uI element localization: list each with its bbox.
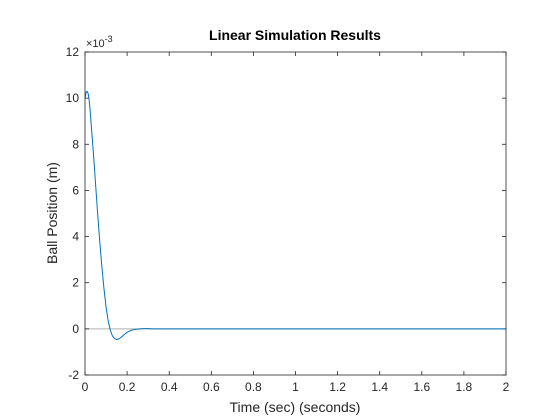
- x-tick-label: 1.2: [329, 380, 346, 394]
- x-tick-label: 0.8: [245, 380, 262, 394]
- y-tick-label: 2: [72, 276, 79, 290]
- x-tick-label: 1.8: [456, 380, 473, 394]
- y-tick-label: 4: [72, 230, 79, 244]
- x-tick-label: 0.4: [161, 380, 178, 394]
- x-axis-label: Time (sec) (seconds): [230, 399, 361, 415]
- y-exponent-power: -3: [105, 34, 113, 44]
- y-tick-label: 0: [72, 322, 79, 336]
- series-line: [84, 90, 506, 340]
- plot-frame: [84, 51, 507, 376]
- x-tick-label: 0.2: [119, 380, 136, 394]
- x-tick-label: 2: [503, 380, 510, 394]
- y-exponent-label: ×10-3: [86, 34, 113, 50]
- y-tick-label: 6: [72, 183, 79, 197]
- x-tick-label: 0.6: [203, 380, 220, 394]
- chart-title: Linear Simulation Results: [209, 27, 381, 43]
- y-tick-label: 10: [66, 91, 80, 105]
- plot-background: [85, 52, 506, 375]
- y-tick-label: 12: [66, 45, 80, 59]
- x-tick-label: 1.6: [413, 380, 430, 394]
- x-tick-label: 1.4: [371, 380, 388, 394]
- x-tick-label: 1: [292, 380, 299, 394]
- x-tick-label: 0: [82, 380, 89, 394]
- y-axis-label: Ball Position (m): [44, 162, 60, 264]
- y-tick-label: 8: [72, 137, 79, 151]
- y-exponent-base: ×10: [86, 38, 105, 50]
- y-tick-label: -2: [68, 368, 79, 382]
